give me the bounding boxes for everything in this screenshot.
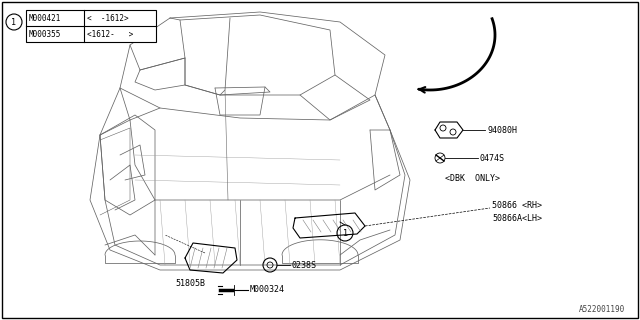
Text: A522001190: A522001190 [579,305,625,314]
Text: M000355: M000355 [29,29,61,38]
Text: <1612-   >: <1612- > [87,29,133,38]
Text: 94080H: 94080H [487,125,517,134]
Text: <DBK  ONLY>: <DBK ONLY> [445,173,500,182]
Text: 50866 <RH>: 50866 <RH> [492,201,542,210]
Text: M000324: M000324 [250,285,285,294]
Text: 0474S: 0474S [480,154,505,163]
Text: 0238S: 0238S [292,260,317,269]
Bar [26,10,156,42]
Text: 1: 1 [12,18,17,27]
Text: 1: 1 [342,228,348,237]
Text: 51805B: 51805B [175,278,205,287]
Text: <  -1612>: < -1612> [87,13,129,22]
Text: M000421: M000421 [29,13,61,22]
Text: 50866A<LH>: 50866A<LH> [492,213,542,222]
